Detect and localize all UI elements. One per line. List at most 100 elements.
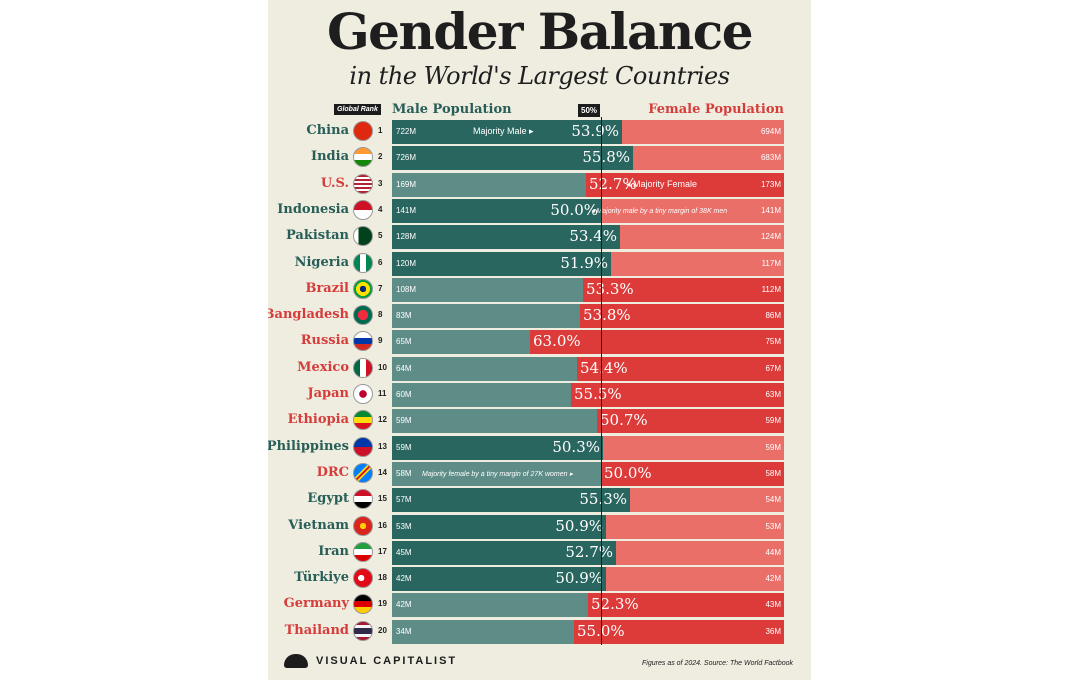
global-rank: 14 bbox=[378, 468, 387, 477]
table-row: India 2 726M 683M 55.8% bbox=[268, 146, 811, 170]
male-population-value: 57M bbox=[396, 495, 412, 504]
global-rank: 12 bbox=[378, 415, 387, 424]
majority-percent-label: 53.4% bbox=[569, 227, 617, 245]
majority-percent-label: 53.8% bbox=[583, 306, 631, 324]
table-row: Pakistan 5 128M 124M 53.4% bbox=[268, 225, 811, 249]
thailand-flag-icon bbox=[353, 621, 373, 641]
male-population-value: 58M bbox=[396, 469, 412, 478]
table-row: Russia 9 65M 75M 63.0% bbox=[268, 330, 811, 354]
brand-logo: VISUAL CAPITALIST bbox=[284, 654, 457, 668]
male-bar bbox=[392, 225, 620, 249]
male-bar bbox=[392, 436, 603, 460]
male-bar bbox=[392, 462, 601, 486]
male-population-value: 120M bbox=[396, 259, 417, 268]
male-population-value: 726M bbox=[396, 153, 417, 162]
majority-percent-label: 50.9% bbox=[555, 517, 603, 535]
female-population-value: 42M bbox=[765, 574, 781, 583]
male-bar bbox=[392, 278, 583, 302]
female-bar bbox=[574, 620, 784, 644]
majority-percent-label: 63.0% bbox=[533, 332, 581, 350]
female-population-value: 683M bbox=[760, 153, 781, 162]
global-rank: 13 bbox=[378, 442, 387, 451]
country-name: Ethiopia bbox=[287, 412, 349, 427]
male-bar bbox=[392, 252, 611, 276]
male-bar bbox=[392, 304, 580, 328]
female-population-value: 694M bbox=[760, 127, 781, 136]
female-bar bbox=[616, 541, 784, 565]
bangladesh-flag-icon bbox=[353, 305, 373, 325]
china-flag-icon bbox=[353, 121, 373, 141]
female-population-value: 117M bbox=[761, 259, 781, 268]
male-bar bbox=[392, 120, 622, 144]
table-row: Japan 11 60M 63M 55.5% bbox=[268, 383, 811, 407]
male-bar bbox=[392, 488, 630, 512]
country-name: Iran bbox=[318, 544, 349, 559]
male-population-value: 83M bbox=[396, 311, 412, 320]
country-name: Indonesia bbox=[277, 202, 349, 217]
global-rank: 4 bbox=[378, 205, 383, 214]
female-bar bbox=[586, 173, 784, 197]
female-bar bbox=[633, 146, 784, 170]
majority-percent-label: 54.4% bbox=[580, 359, 628, 377]
male-population-value: 108M bbox=[396, 285, 417, 294]
majority-percent-label: 50.9% bbox=[555, 569, 603, 587]
table-row: U.S. 3 169M 173M 52.7% ◂ Majority Female bbox=[268, 173, 811, 197]
global-rank: 17 bbox=[378, 547, 387, 556]
global-rank: 16 bbox=[378, 521, 387, 530]
table-row: Germany 19 42M 43M 52.3% bbox=[268, 593, 811, 617]
majority-percent-label: 50.0% bbox=[550, 201, 598, 219]
majority-percent-label: 50.0% bbox=[604, 464, 652, 482]
female-bar bbox=[588, 593, 784, 617]
female-bar bbox=[601, 462, 784, 486]
female-population-value: 43M bbox=[765, 600, 781, 609]
female-bar bbox=[606, 567, 784, 591]
female-population-value: 44M bbox=[765, 548, 781, 557]
table-row: Thailand 20 34M 36M 55.0% bbox=[268, 620, 811, 644]
turkiye-flag-icon bbox=[353, 568, 373, 588]
annotation-note: ◂ Majority Female bbox=[626, 179, 698, 189]
japan-flag-icon bbox=[353, 384, 373, 404]
mexico-flag-icon bbox=[353, 358, 373, 378]
country-name: Germany bbox=[283, 596, 349, 611]
country-name: Pakistan bbox=[286, 228, 349, 243]
female-population-value: 54M bbox=[765, 495, 781, 504]
female-bar bbox=[580, 304, 784, 328]
female-population-value: 59M bbox=[765, 416, 781, 425]
male-population-value: 45M bbox=[396, 548, 412, 557]
female-population-value: 63M bbox=[765, 390, 781, 399]
global-rank-label: Global Rank bbox=[334, 104, 381, 115]
indonesia-flag-icon bbox=[353, 200, 373, 220]
global-rank: 10 bbox=[378, 363, 387, 372]
fifty-percent-line bbox=[601, 117, 602, 645]
female-population-value: 53M bbox=[765, 522, 781, 531]
male-population-value: 64M bbox=[396, 364, 412, 373]
egypt-flag-icon bbox=[353, 489, 373, 509]
country-name: DRC bbox=[316, 465, 349, 480]
female-bar bbox=[603, 436, 784, 460]
male-population-value: 141M bbox=[396, 206, 417, 215]
global-rank: 15 bbox=[378, 494, 387, 503]
philippines-flag-icon bbox=[353, 437, 373, 457]
male-population-header: Male Population bbox=[392, 102, 512, 117]
male-population-value: 34M bbox=[396, 627, 412, 636]
country-name: China bbox=[306, 123, 349, 138]
male-bar bbox=[392, 567, 606, 591]
annotation-note: ◂ Majority male by a tiny margin of 38K … bbox=[591, 208, 728, 215]
pakistan-flag-icon bbox=[353, 226, 373, 246]
female-bar bbox=[530, 330, 784, 354]
global-rank: 9 bbox=[378, 336, 383, 345]
infographic-poster: Gender Balance in the World's Largest Co… bbox=[268, 0, 811, 680]
source-note: Figures as of 2024. Source: The World Fa… bbox=[642, 660, 793, 667]
majority-percent-label: 50.3% bbox=[552, 438, 600, 456]
table-row: Bangladesh 8 83M 86M 53.8% bbox=[268, 304, 811, 328]
ethiopia-flag-icon bbox=[353, 410, 373, 430]
table-row: Brazil 7 108M 112M 53.3% bbox=[268, 278, 811, 302]
female-population-value: 124M bbox=[760, 232, 781, 241]
female-bar bbox=[571, 383, 784, 407]
brazil-flag-icon bbox=[353, 279, 373, 299]
india-flag-icon bbox=[353, 147, 373, 167]
male-population-value: 42M bbox=[396, 600, 412, 609]
female-bar bbox=[597, 409, 784, 433]
female-bar bbox=[622, 120, 784, 144]
global-rank: 18 bbox=[378, 573, 387, 582]
